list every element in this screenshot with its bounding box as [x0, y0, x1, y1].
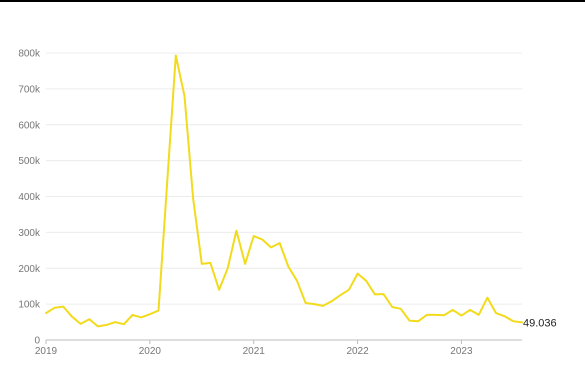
series-layer — [45, 54, 523, 328]
y-tick-label: 800k — [18, 49, 41, 60]
y-tick-label: 100k — [18, 300, 41, 311]
grid-lines — [46, 52, 522, 341]
x-tick-label: 2020 — [139, 346, 162, 357]
y-tick-label: 0 — [34, 336, 40, 347]
y-tick-label: 400k — [18, 192, 41, 203]
y-tick-label: 600k — [18, 120, 41, 131]
series-line — [45, 54, 523, 328]
y-tick-label: 200k — [18, 264, 41, 275]
y-axis-ticks: 0 100k 200k 300k 400k 500k 600k 700k 800k — [18, 49, 41, 347]
end-label-layer: 49.036 — [523, 317, 557, 329]
x-tick-label: 2023 — [450, 346, 473, 357]
x-tick-label: 2021 — [243, 346, 266, 357]
y-tick-label: 700k — [18, 84, 41, 95]
last-value-label: 49.036 — [523, 317, 557, 329]
x-axis-ticks: 2019 2020 2021 2022 2023 — [35, 340, 473, 357]
y-tick-label: 500k — [18, 156, 41, 167]
x-tick-label: 2019 — [35, 346, 58, 357]
x-tick-label: 2022 — [346, 346, 369, 357]
y-tick-label: 300k — [18, 228, 41, 239]
top-border — [0, 0, 585, 2]
